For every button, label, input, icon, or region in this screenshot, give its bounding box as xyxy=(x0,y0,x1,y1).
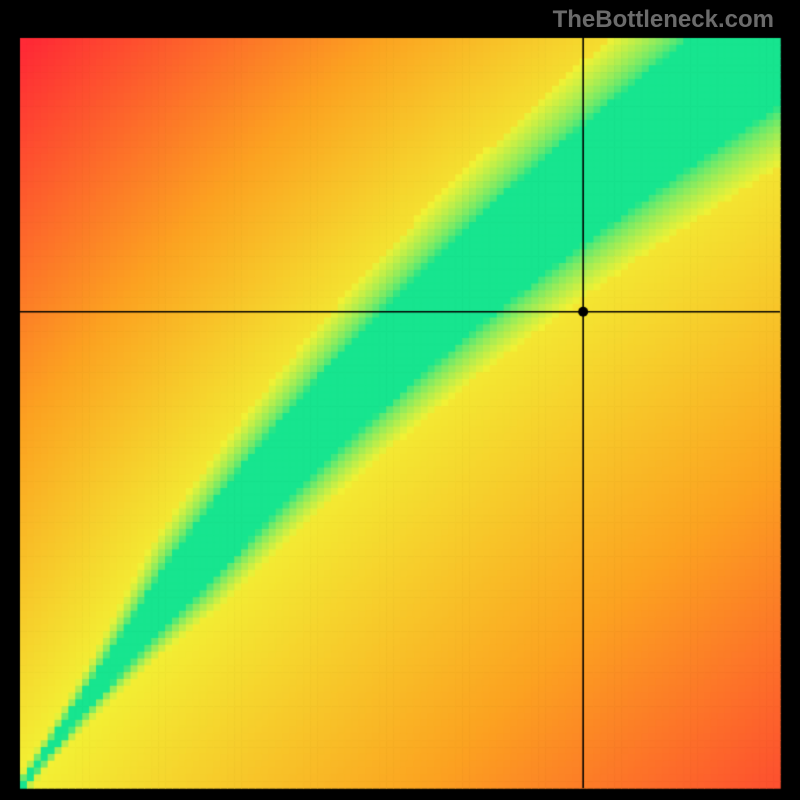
bottleneck-heatmap xyxy=(0,0,800,800)
attribution-text: TheBottleneck.com xyxy=(553,6,774,34)
